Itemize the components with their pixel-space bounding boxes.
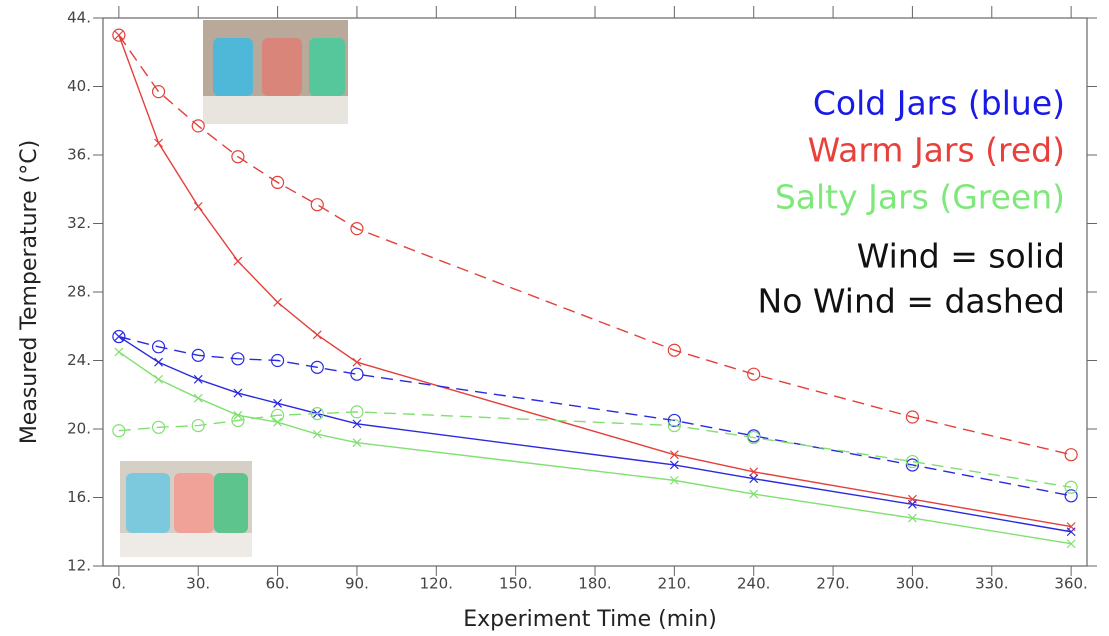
marker-circle (905, 410, 920, 424)
marker-circle (270, 408, 285, 422)
marker-circle (747, 367, 761, 381)
marker-x (352, 357, 362, 367)
marker-circle (667, 418, 681, 433)
y-tick-label: 24. (67, 351, 91, 369)
marker-circle (905, 458, 920, 472)
y-tick-label: 16. (67, 488, 91, 506)
marker-x (233, 410, 243, 420)
marker-x (193, 201, 203, 211)
marker-x (669, 450, 679, 460)
marker-x (749, 489, 759, 499)
annotation: No Wind = dashed (758, 282, 1065, 321)
marker-circle (310, 406, 324, 421)
marker-x (154, 138, 163, 148)
y-axis-label: Measured Temperature (°C) (17, 140, 42, 444)
x-tick-label: 270. (816, 575, 849, 593)
marker-x (352, 438, 362, 448)
marker-circle (667, 343, 681, 357)
marker-x (273, 297, 283, 307)
marker-circle (231, 150, 245, 164)
marker-circle (112, 329, 126, 344)
x-tick-label: 300. (896, 575, 929, 593)
marker-circle (191, 418, 205, 433)
marker-x (312, 330, 322, 340)
marker-circle (112, 28, 126, 42)
annotation: Cold Jars (blue) (813, 84, 1065, 123)
photo-bottom (120, 461, 252, 557)
marker-circle (151, 340, 166, 354)
marker-circle (151, 85, 166, 99)
y-tick-label: 44. (67, 9, 91, 27)
marker-circle (231, 352, 245, 366)
annotation: Wind = solid (857, 237, 1065, 276)
marker-circle (151, 420, 166, 434)
marker-circle (1064, 489, 1078, 503)
marker-x (907, 513, 917, 523)
marker-circle (350, 222, 364, 236)
y-tick-label: 20. (67, 420, 91, 438)
marker-x (273, 398, 283, 408)
marker-x (907, 499, 917, 509)
series-line (118, 411, 1072, 488)
x-tick-label: 0. (112, 575, 126, 593)
marker-x (193, 393, 203, 403)
marker-circle (112, 424, 126, 438)
series-line (118, 34, 1072, 456)
marker-circle (667, 413, 681, 428)
marker-circle (350, 367, 364, 381)
annotation: Warm Jars (red) (808, 131, 1065, 170)
photo-top (203, 20, 348, 124)
marker-circle (270, 353, 285, 368)
marker-circle (1064, 448, 1078, 462)
y-tick-label: 36. (67, 146, 91, 164)
marker-x (1066, 539, 1076, 549)
marker-x (233, 388, 243, 398)
marker-circle (905, 454, 920, 469)
x-tick-label: 30. (186, 575, 210, 593)
series-line (118, 351, 1072, 545)
x-tick-label: 90. (345, 575, 369, 593)
marker-circle (1064, 480, 1078, 494)
marker-x (1066, 527, 1076, 537)
x-axis-label: Experiment Time (min) (463, 607, 717, 632)
marker-circle (270, 175, 285, 189)
marker-circle (231, 413, 245, 428)
x-tick-label: 60. (266, 575, 290, 593)
marker-x (154, 357, 163, 367)
marker-x (233, 256, 243, 266)
marker-circle (191, 119, 205, 133)
marker-x (154, 374, 163, 384)
marker-x (352, 419, 362, 429)
marker-x (312, 429, 322, 439)
marker-x (114, 30, 124, 40)
marker-x (114, 332, 124, 341)
x-tick-label: 330. (975, 575, 1008, 593)
y-tick-label: 28. (67, 283, 91, 301)
x-tick-label: 240. (737, 575, 770, 593)
marker-circle (310, 198, 324, 212)
marker-x (749, 474, 759, 484)
series-line (118, 335, 1072, 497)
marker-circle (350, 405, 364, 419)
marker-x (273, 417, 283, 427)
x-tick-label: 120. (420, 575, 453, 593)
y-tick-label: 12. (67, 557, 91, 575)
x-tick-label: 180. (578, 575, 611, 593)
annotation: Salty Jars (Green) (775, 178, 1065, 217)
marker-x (193, 374, 203, 384)
y-tick-label: 32. (67, 214, 91, 232)
y-tick-label: 40. (67, 77, 91, 95)
marker-circle (310, 360, 324, 374)
marker-x (114, 347, 124, 357)
marker-x (669, 475, 679, 485)
marker-x (749, 467, 759, 477)
x-tick-label: 360. (1054, 575, 1087, 593)
marker-circle (191, 348, 205, 362)
x-tick-label: 150. (499, 575, 532, 593)
marker-circle (747, 430, 761, 445)
marker-x (669, 460, 679, 470)
x-tick-label: 210. (658, 575, 691, 593)
